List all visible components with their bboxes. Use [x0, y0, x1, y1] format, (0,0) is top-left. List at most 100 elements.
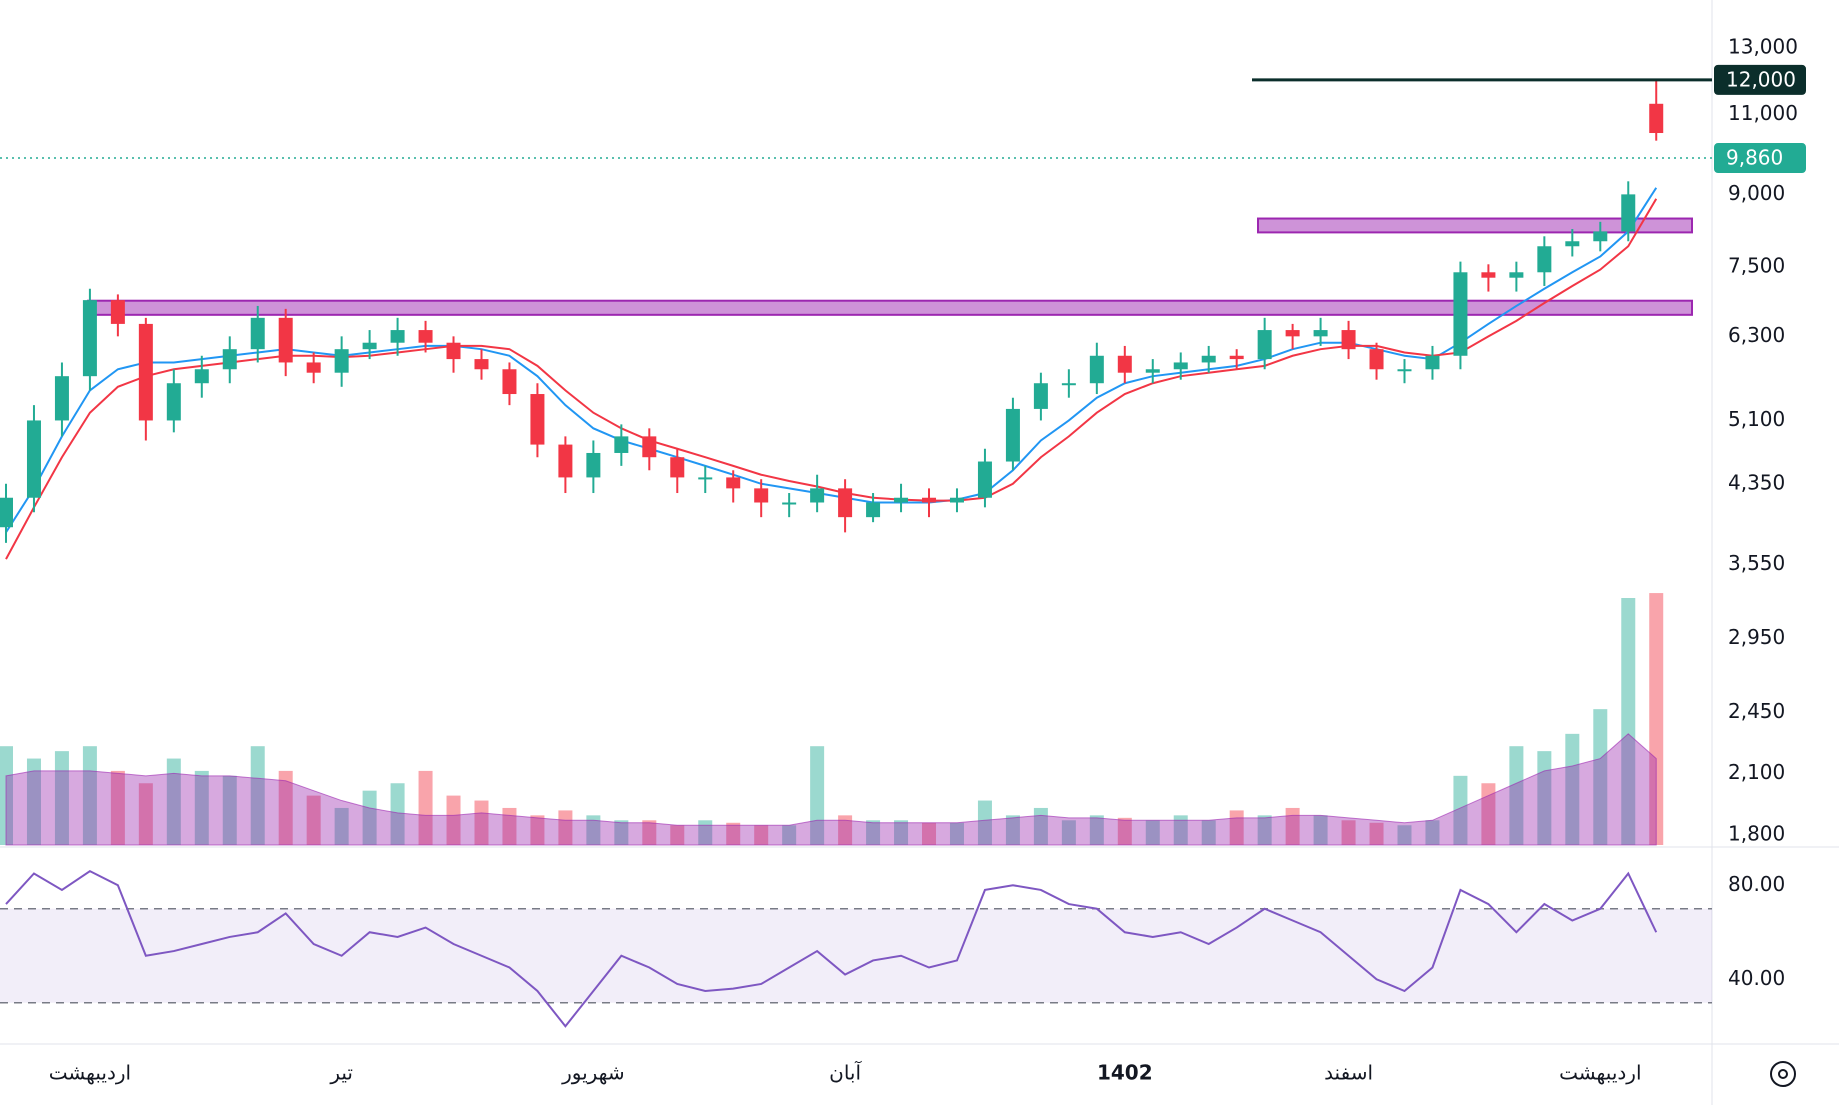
volume-bar — [1005, 815, 1020, 845]
volume-bar — [334, 807, 349, 845]
volume-bar — [418, 770, 433, 845]
volume-bar — [1593, 709, 1608, 845]
volume-bar — [754, 825, 769, 845]
volume-bar — [1145, 820, 1160, 845]
volume-bar — [726, 822, 741, 845]
volume-bar — [1201, 820, 1216, 845]
candle-body — [110, 300, 125, 324]
volume-bar — [782, 825, 797, 845]
candle-body — [782, 502, 797, 505]
volume-bar — [250, 746, 265, 845]
candle-body — [222, 349, 237, 370]
volume-bar — [894, 820, 909, 845]
settings-icon-core[interactable] — [1778, 1069, 1788, 1079]
volume-bar — [1061, 820, 1076, 845]
y-tick-label: 9,000 — [1728, 181, 1785, 205]
candle-body — [670, 457, 685, 478]
x-tick-label: آبان — [829, 1060, 862, 1085]
candle-body — [1117, 355, 1132, 373]
y-tick-label: 13,000 — [1728, 35, 1798, 59]
y-tick-label: 6,300 — [1728, 323, 1785, 347]
price-label-box — [1714, 143, 1806, 174]
candle-body — [278, 317, 293, 363]
candle-body — [1229, 355, 1244, 360]
settings-icon[interactable] — [1770, 1061, 1796, 1087]
candle-body — [838, 488, 853, 518]
candle-body — [334, 349, 349, 373]
candle-body — [1089, 355, 1104, 384]
x-tick-label: تیر — [329, 1061, 353, 1085]
volume-bar — [1341, 820, 1356, 845]
volume-bar — [1285, 807, 1300, 845]
candle-body — [1005, 408, 1020, 462]
price-label: 12,000 — [1726, 67, 1796, 91]
x-tick-label: اردیبهشت — [49, 1061, 131, 1085]
volume-bar — [390, 783, 405, 845]
candle-body — [977, 461, 992, 498]
volume-bar — [1369, 822, 1384, 845]
volume-bar — [110, 770, 125, 845]
candle-body — [558, 444, 573, 478]
support-zone — [1257, 217, 1693, 234]
candle-body — [1537, 246, 1552, 273]
rsi-tick-label: 80.00 — [1728, 872, 1785, 896]
x-tick-label: اسفند — [1324, 1061, 1373, 1085]
candle-body — [949, 497, 964, 503]
volume-bar — [474, 800, 489, 845]
candle-body — [138, 323, 153, 421]
price-label: 9,860 — [1726, 146, 1783, 170]
candle-body — [894, 497, 909, 503]
volume-bar — [446, 795, 461, 845]
volume-bar — [306, 795, 321, 845]
candle-body — [1285, 330, 1300, 337]
candle-body — [1341, 330, 1356, 350]
volume-bar — [530, 815, 545, 845]
candle-body — [390, 330, 405, 343]
volume-layer — [0, 593, 1664, 846]
volume-bar — [558, 810, 573, 845]
moving-average — [5, 198, 1658, 560]
y-tick-label: 4,350 — [1728, 470, 1785, 494]
candle-body — [922, 497, 937, 503]
candle-body — [1313, 330, 1328, 337]
candle-body — [446, 342, 461, 360]
volume-bar — [1089, 815, 1104, 845]
candle-body — [1621, 194, 1636, 232]
volume-bar — [866, 820, 881, 845]
volume-bar — [1397, 825, 1412, 845]
candle-body — [82, 300, 97, 377]
candle-body — [614, 436, 629, 453]
y-tick-label: 2,950 — [1728, 625, 1785, 649]
volume-bar — [1173, 815, 1188, 845]
candle-body — [1061, 383, 1076, 386]
candle-body — [194, 369, 209, 384]
y-tick-label: 1,800 — [1728, 822, 1785, 846]
volume-bar — [362, 790, 377, 845]
y-tick-label: 2,100 — [1728, 760, 1785, 784]
volume-bar — [26, 758, 41, 845]
volume-bar — [922, 822, 937, 845]
candle-body — [1145, 369, 1160, 373]
candle-body — [530, 394, 545, 445]
price-label-box — [1714, 64, 1806, 95]
candle-body — [1201, 355, 1216, 363]
volume-bar — [586, 815, 601, 845]
candle-body — [1397, 369, 1412, 372]
candle-body — [726, 477, 741, 489]
candle-body — [866, 502, 881, 518]
x-tick-label: 1402 — [1097, 1061, 1153, 1085]
settings-button[interactable] — [1770, 1061, 1796, 1087]
volume-bar — [642, 820, 657, 845]
candle-body — [54, 376, 69, 421]
candle-body — [1453, 272, 1468, 356]
volume-bar — [1649, 593, 1664, 845]
support-zone — [87, 299, 1693, 316]
candle-body — [1425, 355, 1440, 370]
candle-body — [26, 420, 41, 498]
volume-bar — [977, 800, 992, 845]
y-tick-label: 2,450 — [1728, 699, 1785, 723]
x-tick-label: شهریور — [561, 1061, 625, 1085]
volume-bar — [166, 758, 181, 845]
candle-body — [1033, 383, 1048, 409]
